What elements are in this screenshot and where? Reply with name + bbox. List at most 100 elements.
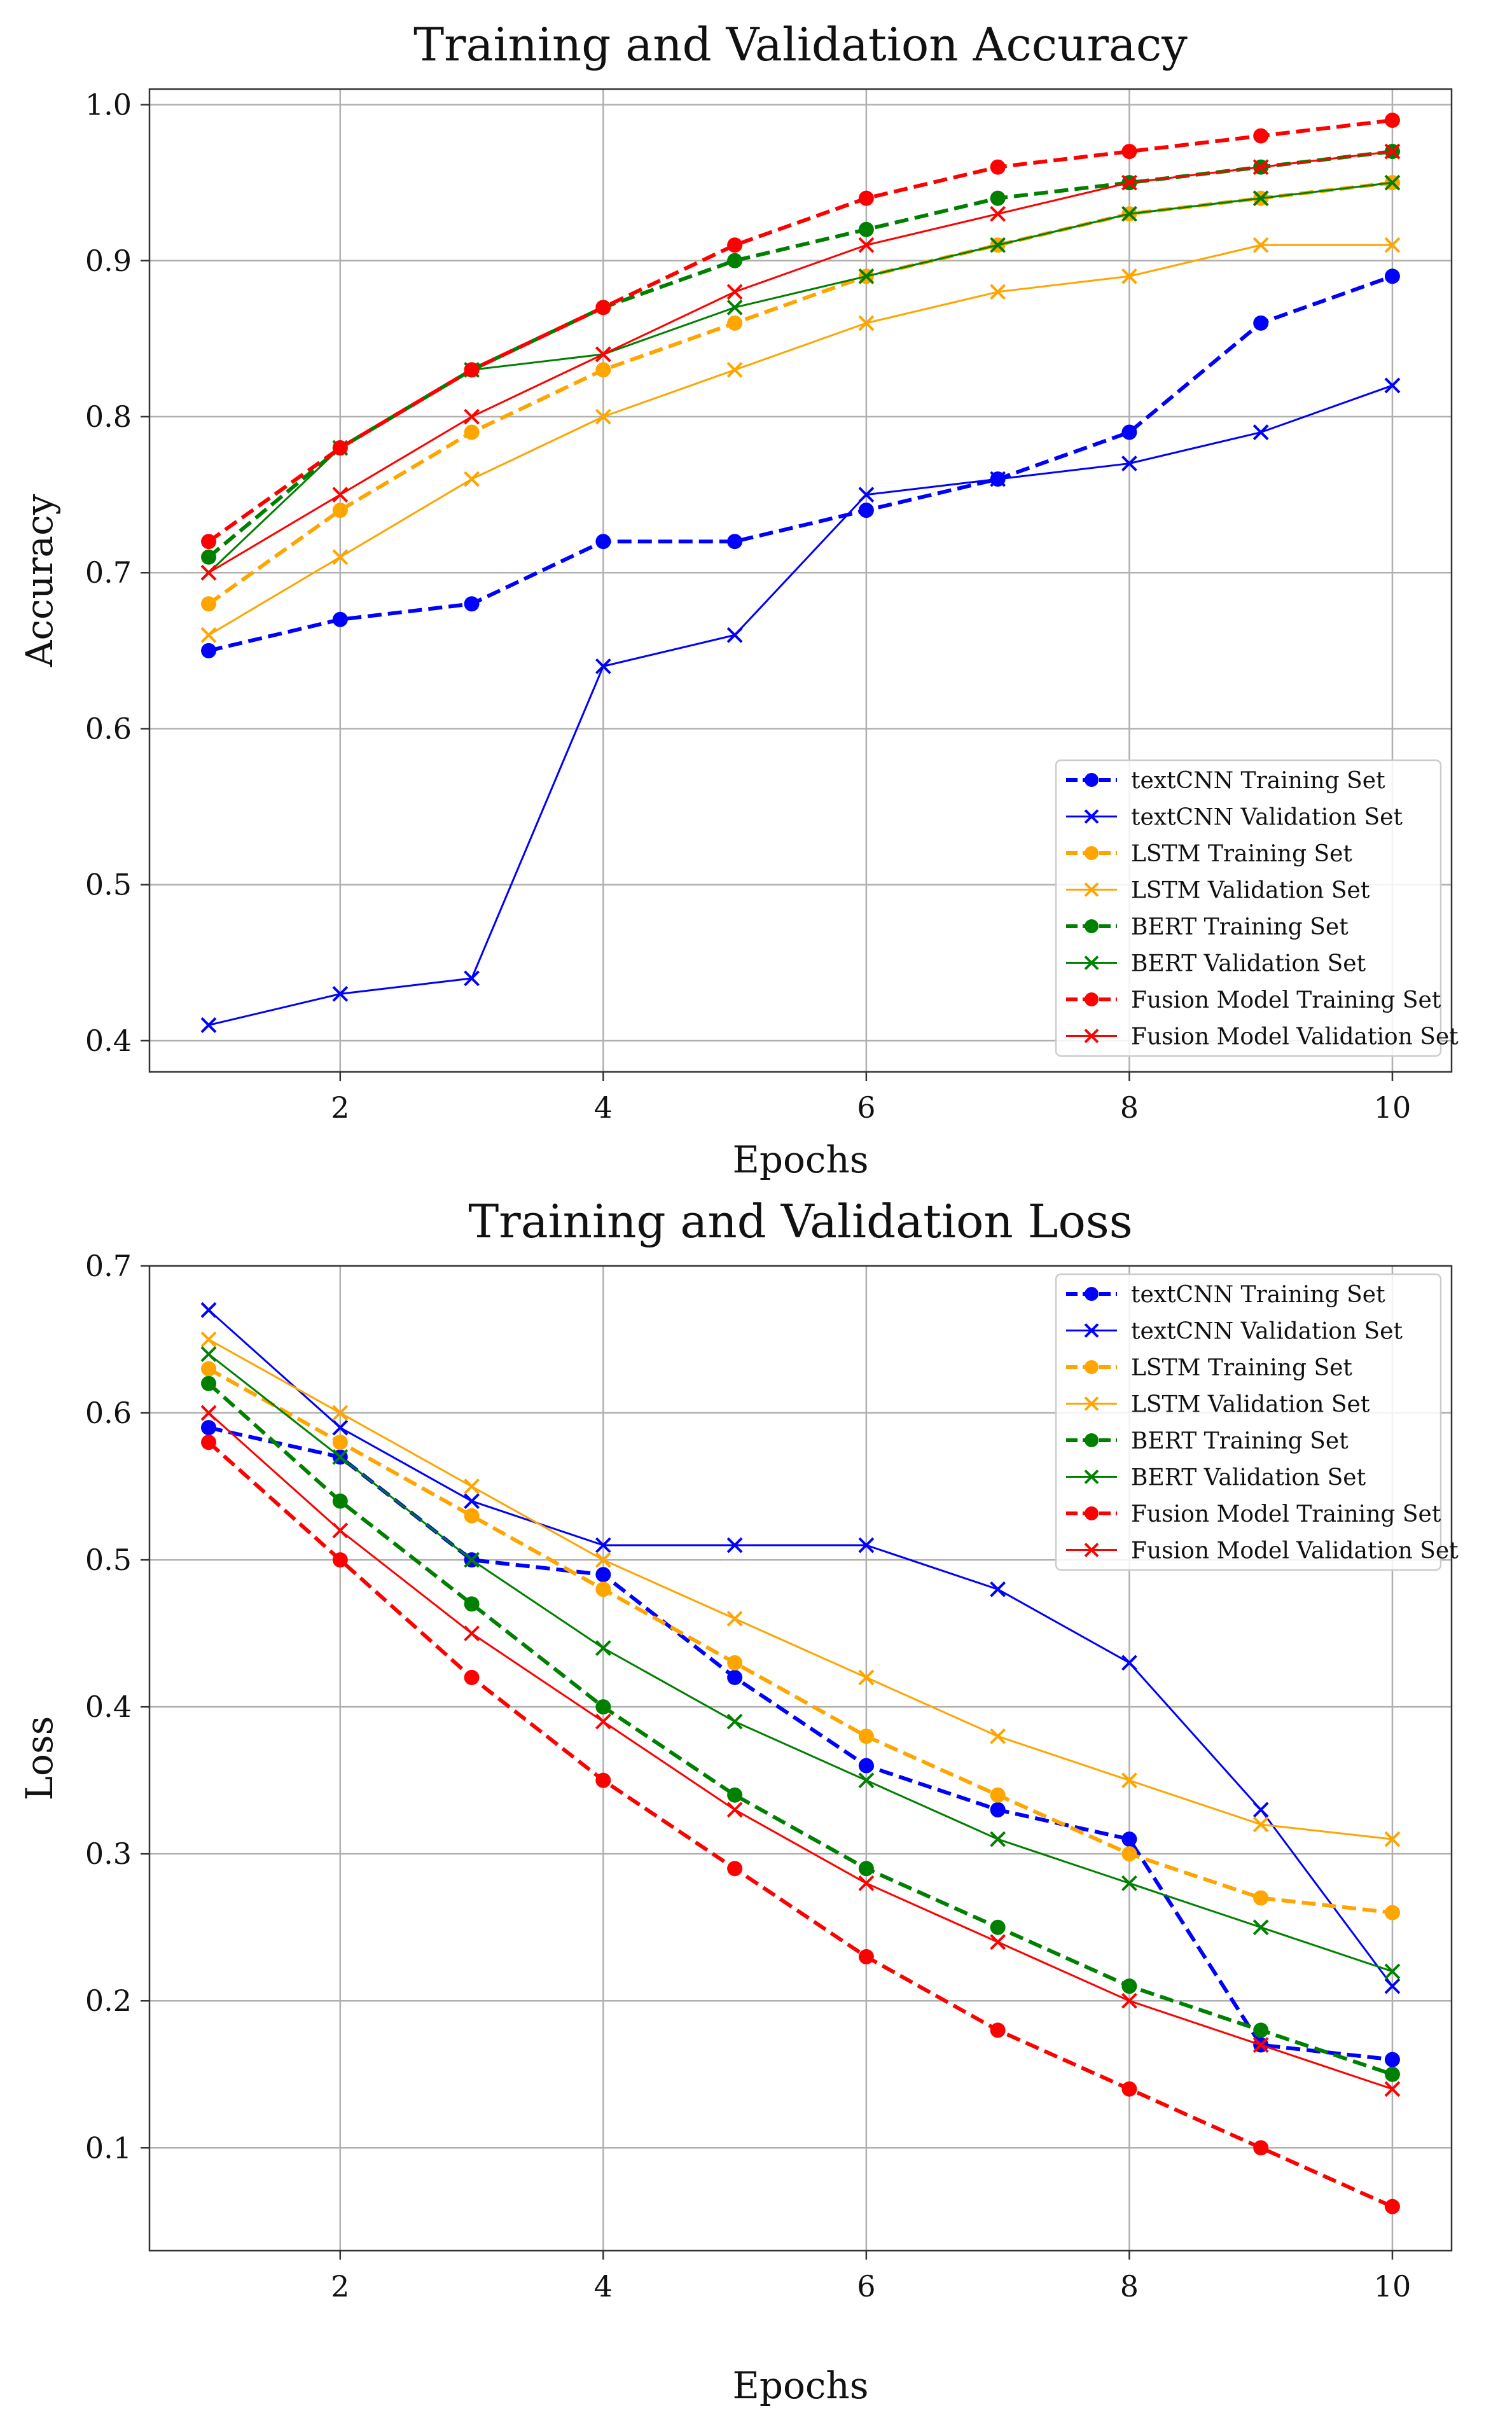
series-line	[208, 244, 1392, 636]
y-tick-label: 0.6	[85, 711, 132, 746]
data-point	[990, 159, 1006, 175]
legend-marker	[1084, 1029, 1099, 1043]
x-tick-label: 8	[1120, 1090, 1139, 1125]
data-point	[990, 471, 1006, 487]
y-tick-label: 0.4	[85, 1024, 132, 1058]
legend-label: LSTM Training Set	[1131, 841, 1352, 867]
data-point	[858, 315, 875, 331]
data-point	[595, 300, 611, 316]
data-point	[1384, 268, 1400, 284]
data-point	[1384, 143, 1401, 160]
y-tick-label: 0.6	[85, 1396, 132, 1430]
data-point	[201, 534, 217, 550]
legend-label: BERT Training Set	[1131, 1428, 1349, 1454]
data-point	[990, 190, 1006, 206]
legend-marker	[1085, 1433, 1099, 1447]
data-point	[332, 985, 349, 1002]
legend-item: LSTM Validation Set	[1066, 1392, 1370, 1418]
data-point	[727, 315, 743, 331]
data-point	[1252, 159, 1269, 176]
legend-marker	[1084, 1543, 1099, 1557]
data-point	[1121, 205, 1137, 222]
data-point	[1252, 190, 1269, 207]
legend-item: textCNN Training Set	[1066, 1282, 1385, 1308]
data-point	[1253, 1890, 1269, 1906]
y-tick-label: 0.7	[85, 555, 132, 590]
series-line	[207, 149, 1393, 559]
data-point	[1121, 1831, 1137, 1847]
x-tick-label: 6	[857, 2269, 875, 2303]
legend-label: Fusion Model Training Set	[1131, 987, 1441, 1013]
data-point	[464, 1625, 480, 1642]
data-point	[858, 487, 875, 503]
data-point	[1384, 1905, 1400, 1921]
data-point	[464, 1508, 480, 1524]
legend-marker	[1085, 1360, 1099, 1374]
data-point	[1121, 1978, 1137, 1994]
legend-box	[1055, 1273, 1442, 1571]
legend-label: textCNN Validation Set	[1131, 1319, 1403, 1345]
data-point	[1121, 1875, 1137, 1891]
data-point	[990, 1787, 1006, 1803]
legend-label: LSTM Validation Set	[1131, 1392, 1370, 1418]
y-tick-label: 0.3	[85, 1837, 132, 1871]
x-tick-label: 8	[1120, 2269, 1139, 2303]
legend-marker	[1085, 846, 1099, 860]
y-tick-label: 0.1	[85, 2130, 132, 2165]
data-point	[726, 1713, 743, 1730]
legend-item: Fusion Model Validation Set	[1066, 1024, 1459, 1050]
data-point	[332, 1522, 349, 1539]
series-7	[200, 1405, 1401, 2097]
data-point	[595, 1537, 611, 1553]
legend-item: BERT Training Set	[1066, 1428, 1349, 1454]
data-point	[1252, 424, 1269, 440]
x-axis-label: Epochs	[733, 2364, 869, 2407]
legend-item: LSTM Validation Set	[1066, 878, 1370, 904]
series-5	[200, 174, 1401, 581]
y-tick-label: 1.0	[85, 88, 132, 122]
data-point	[201, 1435, 217, 1450]
data-point	[464, 1669, 480, 1685]
data-point	[727, 1787, 743, 1803]
plot-frame	[148, 88, 1453, 1073]
data-point	[990, 284, 1006, 300]
data-point	[332, 503, 348, 518]
data-point	[332, 1552, 348, 1568]
x-tick-label: 10	[1374, 2269, 1411, 2303]
data-point	[200, 1405, 217, 1421]
legend-item: LSTM Training Set	[1066, 841, 1352, 867]
x-tick-label: 2	[331, 2269, 349, 2303]
data-point	[200, 1302, 217, 1318]
data-point	[595, 1772, 611, 1788]
data-point	[1384, 1963, 1401, 1980]
data-point	[1121, 424, 1137, 440]
legend-marker	[1085, 1506, 1099, 1520]
data-point	[990, 1831, 1006, 1847]
data-point	[990, 237, 1006, 253]
data-point	[726, 1802, 743, 1818]
series-2	[201, 175, 1400, 612]
legend-marker	[1085, 992, 1099, 1006]
data-point	[201, 596, 217, 612]
y-axis-label: Accuracy	[18, 494, 61, 667]
data-point	[1121, 1772, 1137, 1789]
grid	[149, 89, 1452, 1072]
legend-label: Fusion Model Validation Set	[1131, 1024, 1459, 1050]
data-point	[1384, 174, 1401, 191]
data-point	[1253, 315, 1269, 331]
data-point	[464, 596, 480, 612]
data-point	[1121, 174, 1137, 191]
data-point	[1252, 1919, 1269, 1936]
y-tick-label: 0.5	[85, 868, 132, 902]
data-point	[1384, 237, 1401, 253]
data-point	[464, 1552, 480, 1568]
series-6	[201, 113, 1400, 550]
series-4	[201, 1375, 1400, 2082]
data-point	[201, 1420, 217, 1436]
data-point	[1384, 2052, 1400, 2067]
series-line	[208, 1353, 1393, 1973]
plot-frame	[148, 1265, 1453, 2252]
legend-label: BERT Training Set	[1131, 914, 1349, 940]
series-line	[208, 150, 1393, 574]
y-tick-label: 0.8	[85, 400, 132, 434]
